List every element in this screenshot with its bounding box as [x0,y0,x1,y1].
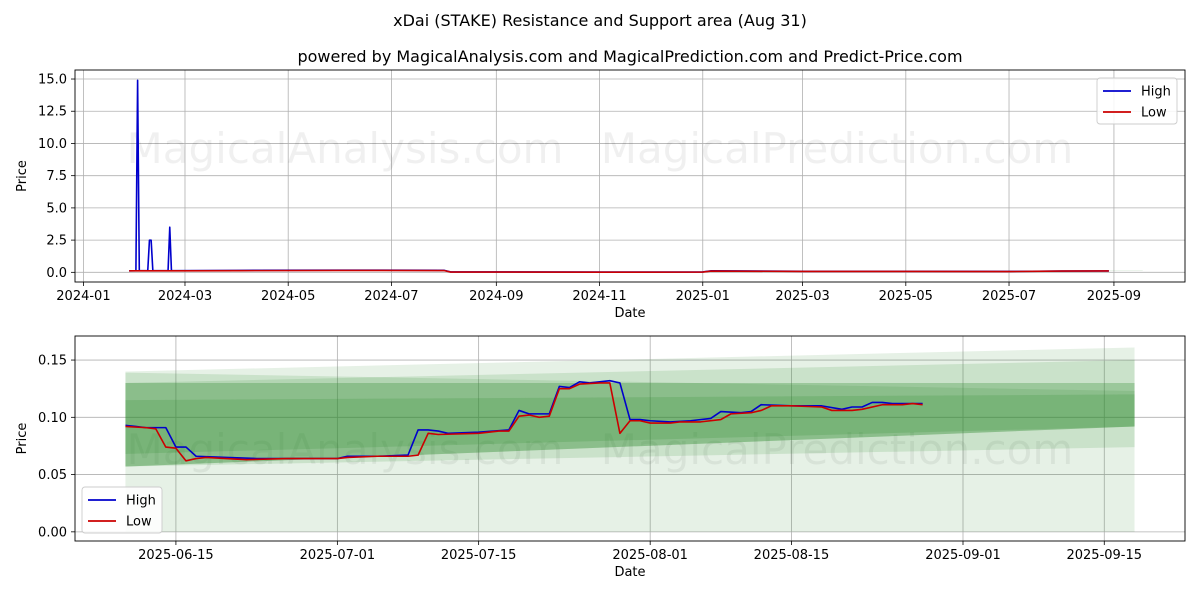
x-axis-label: Date [614,306,645,321]
x-tick-label: 2024-11 [572,289,626,304]
x-tick-label: 2025-08-01 [612,548,688,563]
watermark-text: MagicalAnalysis.com [127,124,564,173]
series-line-low [129,269,1109,274]
watermark-text: MagicalPrediction.com [601,425,1074,474]
chart-title: xDai (STAKE) Resistance and Support area… [393,11,807,30]
series-layer [129,79,1109,274]
forecast-band [125,360,1135,467]
legend: High Low [81,486,163,534]
x-tick-label: 2025-03 [775,289,829,304]
x-tick-label: 2025-08-15 [754,548,830,563]
x-tick-label: 2024-03 [158,289,212,304]
x-tick-label: 2025-05 [879,289,933,304]
watermark-text: MagicalAnalysis.com [127,425,564,474]
series-layer [125,379,923,462]
bands-layer [125,347,1135,532]
x-tick-label: 2024-09 [469,289,523,304]
y-tick-label: 0.05 [38,468,67,483]
x-tick-label: 2025-01 [676,289,730,304]
x-tick-label: 2024-01 [56,289,110,304]
y-tick-label: 10.0 [38,137,67,152]
x-tick-label: 2024-05 [261,289,315,304]
legend: High Low [1096,77,1178,125]
y-tick-label: 15.0 [38,73,67,88]
y-tick-label: 0.15 [38,354,67,369]
forecast-band [125,347,1135,532]
x-tick-label: 2025-09 [1087,289,1141,304]
legend-label-high: High [126,494,156,509]
x-tick-label: 2025-09-15 [1066,548,1142,563]
series-line-high [129,79,1109,273]
legend-label-low: Low [1141,106,1167,121]
x-axis-label: Date [614,565,645,580]
axes-frame [74,335,1186,542]
bottom-chart-panel: MagicalAnalysis.com MagicalPrediction.com… [15,335,1186,580]
x-tick-label: 2025-09-01 [925,548,1001,563]
legend-label-high: High [1141,85,1171,100]
y-axis-label: Price [15,160,30,192]
chart-subtitle: powered by MagicalAnalysis.com and Magic… [297,47,962,66]
x-tick-label: 2025-07 [982,289,1036,304]
y-tick-label: 5.0 [46,201,67,216]
y-axis-label: Price [15,423,30,455]
watermark-text: MagicalPrediction.com [601,124,1074,173]
x-tick-label: 2024-07 [364,289,418,304]
y-tick-label: 0.10 [38,411,67,426]
forecast-band [125,394,1135,454]
top-chart-panel: MagicalAnalysis.com MagicalPrediction.com… [15,69,1186,321]
legend-label-low: Low [126,515,152,530]
x-tick-label: 2025-07-15 [441,548,517,563]
y-tick-label: 0.0 [46,266,67,281]
series-line-low [125,382,923,462]
y-tick-label: 0.00 [38,525,67,540]
y-tick-label: 12.5 [38,105,67,120]
y-tick-label: 2.5 [46,234,67,249]
y-tick-label: 7.5 [46,169,67,184]
x-tick-label: 2025-06-15 [138,548,214,563]
forecast-band [125,382,1135,467]
x-tick-label: 2025-07-01 [300,548,376,563]
